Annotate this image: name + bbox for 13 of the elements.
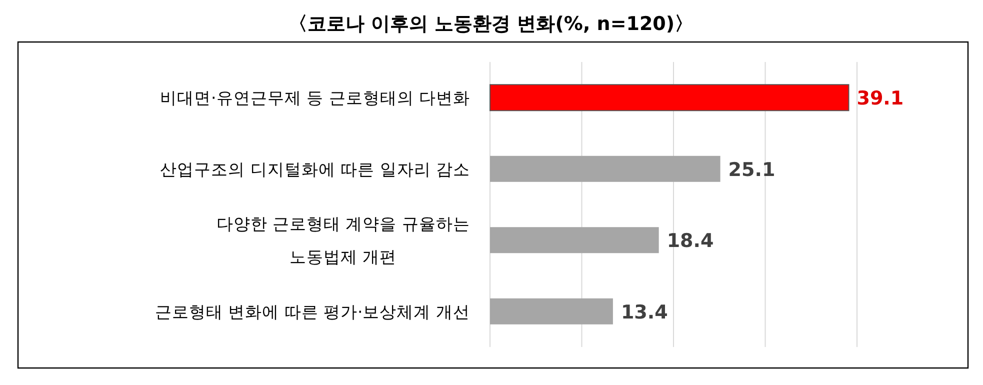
y-tick-label: 비대면·유연근무제 등 근로형태의 다변화 (160, 88, 470, 108)
y-tick-label: 산업구조의 디지털화에 따른 일자리 감소 (160, 160, 470, 179)
bar (490, 156, 720, 182)
data-label: 13.4 (620, 301, 668, 324)
bar (490, 84, 850, 112)
y-tick-label: 근로형태 변화에 따른 평가·보상체계 개선 (154, 302, 470, 322)
bar (490, 298, 613, 324)
y-tick-label: 다양한 근로형태 계약을 규율하는 노동법제 개편 (216, 214, 470, 267)
data-label: 18.4 (666, 230, 714, 252)
data-label: 25.1 (728, 158, 776, 181)
bar (490, 227, 659, 254)
chart-title: 〈코로나 이후의 노동환경 변화(%, n=120)〉 (288, 13, 694, 35)
data-label: 39.1 (856, 88, 904, 110)
